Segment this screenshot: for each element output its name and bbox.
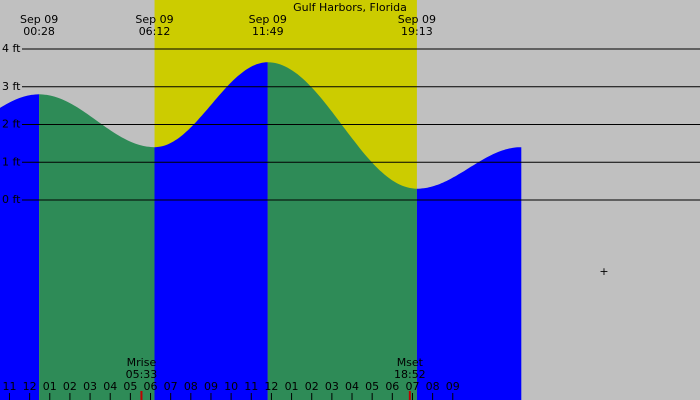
hour-label: 07: [405, 380, 419, 393]
hour-label: 12: [264, 380, 278, 393]
falling-tide-area: [267, 62, 417, 400]
hour-label: 10: [224, 380, 238, 393]
moon-event-label: Mrise: [127, 356, 157, 369]
extreme-date: Sep 09: [20, 13, 58, 26]
height-label: 1 ft: [2, 155, 21, 168]
extreme-time: 06:12: [139, 25, 171, 38]
height-labels: 0 ft 1 ft 2 ft 3 ft 4 ft: [2, 42, 21, 206]
hour-axis: 11 12 01 02 03 04 05 06 07 08 09 10 11 12 01 02 03 04 05 06…: [2, 380, 460, 400]
hour-label: 02: [305, 380, 319, 393]
extreme-date: Sep 09: [135, 13, 173, 26]
rising-tide-area: [416, 147, 522, 400]
hour-label: 08: [426, 380, 440, 393]
height-label: 4 ft: [2, 42, 21, 55]
falling-tide-area: [39, 94, 155, 400]
extreme-time: 19:13: [401, 25, 433, 38]
hour-label: 03: [325, 380, 339, 393]
height-label: 0 ft: [2, 193, 21, 206]
hour-label: 11: [244, 380, 258, 393]
moon-event-label: Mset: [397, 356, 424, 369]
hour-label: 02: [63, 380, 77, 393]
extreme-date: Sep 09: [249, 13, 287, 26]
moon-event-time: 18:52: [394, 368, 426, 381]
height-label: 2 ft: [2, 118, 21, 131]
height-label: 3 ft: [2, 80, 21, 93]
hour-label: 03: [83, 380, 97, 393]
rising-tide-area: [0, 94, 40, 400]
hour-label: 08: [184, 380, 198, 393]
current-time-marker: +: [599, 265, 608, 278]
hour-label: 05: [365, 380, 379, 393]
chart-title: Gulf Harbors, Florida: [293, 1, 407, 14]
hour-label: 09: [446, 380, 460, 393]
hour-label: 04: [103, 380, 117, 393]
hour-label: 11: [2, 380, 16, 393]
tide-areas: [0, 62, 522, 400]
moon-event-time: 05:33: [126, 368, 158, 381]
hour-label: 12: [23, 380, 37, 393]
hour-label: 06: [385, 380, 399, 393]
rising-tide-area: [154, 62, 268, 400]
hour-label: 07: [164, 380, 178, 393]
hour-label: 05: [123, 380, 137, 393]
extreme-time: 00:28: [23, 25, 55, 38]
hour-label: 01: [43, 380, 57, 393]
hour-label: 06: [144, 380, 158, 393]
height-gridlines: [22, 48, 700, 201]
hour-label: 09: [204, 380, 218, 393]
hour-label: 04: [345, 380, 359, 393]
hour-label: 01: [285, 380, 299, 393]
extreme-time: 11:49: [252, 25, 284, 38]
extreme-date: Sep 09: [398, 13, 436, 26]
